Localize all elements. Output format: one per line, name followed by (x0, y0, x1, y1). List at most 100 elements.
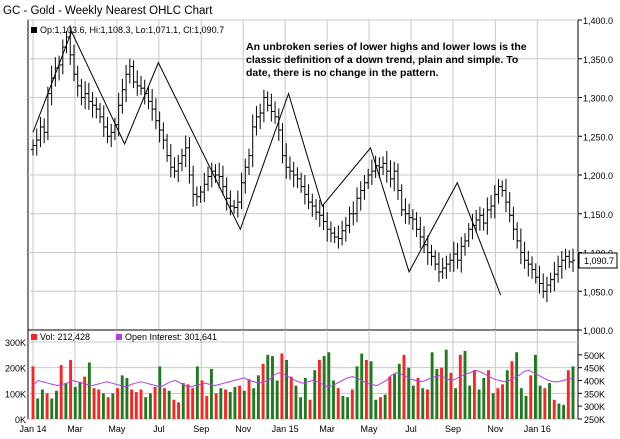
open-interest-axis: 500K 450K 400K 350K 300K 250K (578, 351, 605, 425)
ohlc-bar (477, 206, 482, 231)
ohlc-bar (343, 216, 348, 242)
volume-bar (336, 388, 340, 419)
ohlc-bar (530, 256, 535, 279)
ohlc-bar (295, 167, 300, 189)
volume-bar (444, 349, 448, 419)
ohlc-bar (139, 75, 143, 96)
volume-bar (468, 385, 472, 419)
ohlc-bar (418, 216, 423, 249)
ohlc-bar (410, 209, 415, 231)
ohlc-bar (425, 235, 430, 265)
volume-bar (163, 388, 166, 419)
ohlc-bar (157, 111, 162, 143)
ohlc-bar (314, 199, 319, 220)
volume-bar (289, 376, 293, 419)
volume-bar (252, 388, 256, 419)
ohlc-bar (489, 195, 494, 219)
volume-bar (285, 359, 289, 419)
ohlc-bar (42, 118, 47, 144)
ohlc-bar (369, 159, 374, 186)
volume-bar (477, 389, 481, 419)
annotation-line-2: classic definition of a down trend, plai… (246, 54, 518, 66)
ohlc-bar (247, 148, 251, 175)
ohlc-bar (511, 206, 516, 241)
ohlc-bar (202, 172, 207, 203)
ohlc-bar (146, 86, 151, 110)
ohlc-bar (71, 44, 76, 82)
ohlc-bar (440, 257, 445, 279)
price-legend: Op:1,103.6, Hi:1,108.3, Lo:1,071.1, Cl:1… (40, 25, 224, 35)
volume-bar (346, 397, 350, 419)
volume-bar (200, 380, 204, 419)
volume-bar (111, 393, 115, 419)
volume-bar (487, 370, 490, 419)
volume-bar (463, 350, 467, 419)
volume-bar (533, 354, 537, 419)
volume-bar (238, 385, 242, 419)
ohlc-bar (161, 122, 166, 150)
volume-tick-label: 200K (5, 364, 26, 374)
volume-bar (364, 359, 368, 419)
volume-bar (242, 390, 246, 419)
ohlc-bar (109, 123, 114, 148)
chart-title: GC - Gold - Weekly Nearest OHLC Chart (3, 5, 213, 17)
ohlc-bar (153, 98, 158, 130)
ohlc-bar (79, 78, 84, 106)
open-interest-line (32, 369, 574, 388)
volume-bar (317, 359, 321, 419)
volume-bar (397, 363, 401, 419)
volume-bar (78, 381, 82, 419)
volume-bar (299, 397, 303, 419)
volume-bar (303, 377, 307, 419)
ohlc-bar (34, 128, 39, 156)
volume-bar (148, 393, 152, 419)
open-interest-tick-label: 350K (584, 389, 605, 399)
volume-bar (322, 356, 326, 419)
ohlc-bar (518, 228, 523, 265)
date-tick-label: Jan 15 (272, 424, 299, 434)
volume-bar (172, 399, 176, 419)
volume-bar (543, 388, 547, 419)
volume-legend-marker (31, 334, 37, 340)
ohlc-bar (444, 255, 449, 279)
ohlc-bar (433, 250, 438, 271)
date-axis: Jan 14 Mar May Jul Sep Nov Jan 15 Mar May Jul Sep N… (19, 424, 550, 434)
ohlc-bar (228, 190, 233, 216)
volume-bar (416, 377, 420, 419)
ohlc-bar (362, 175, 367, 200)
volume-axis: 300K 200K 100K 0K (5, 338, 26, 425)
ohlc-bar (183, 135, 188, 168)
ohlc-bar (306, 184, 311, 210)
volume-bar (186, 384, 190, 419)
ohlc-bar (98, 102, 103, 124)
volume-bar (505, 370, 509, 419)
ohlc-bar (414, 212, 419, 237)
ohlc-bar (355, 187, 359, 223)
legend-marker (31, 27, 37, 33)
volume-bar (524, 395, 528, 419)
volume-bar (519, 388, 523, 419)
ohlc-bar (556, 255, 561, 283)
ohlc-bar (544, 276, 549, 303)
open-interest-tick-label: 400K (584, 377, 605, 387)
price-bars (31, 25, 575, 303)
price-tick-label: 1,400.0 (583, 16, 613, 26)
volume-bar (209, 368, 213, 419)
ohlc-bar (299, 172, 304, 193)
volume-bar (261, 363, 265, 419)
date-tick-label: Jan 16 (524, 424, 551, 434)
price-tick-label: 1,250.0 (583, 132, 613, 142)
ohlc-bar (448, 253, 453, 272)
volume-bar (308, 399, 312, 419)
volume-bar (557, 403, 561, 419)
volume-bar (332, 380, 335, 419)
date-tick-label: Sep (193, 424, 209, 434)
volume-legend: Vol: 212,428 (40, 332, 90, 342)
ohlc-bar (392, 161, 397, 192)
ohlc-bar (105, 116, 110, 144)
date-tick-label: Sep (445, 424, 461, 434)
trend-line (32, 30, 502, 296)
ohlc-bar (321, 204, 326, 231)
volume-tick-label: 0K (15, 415, 26, 425)
